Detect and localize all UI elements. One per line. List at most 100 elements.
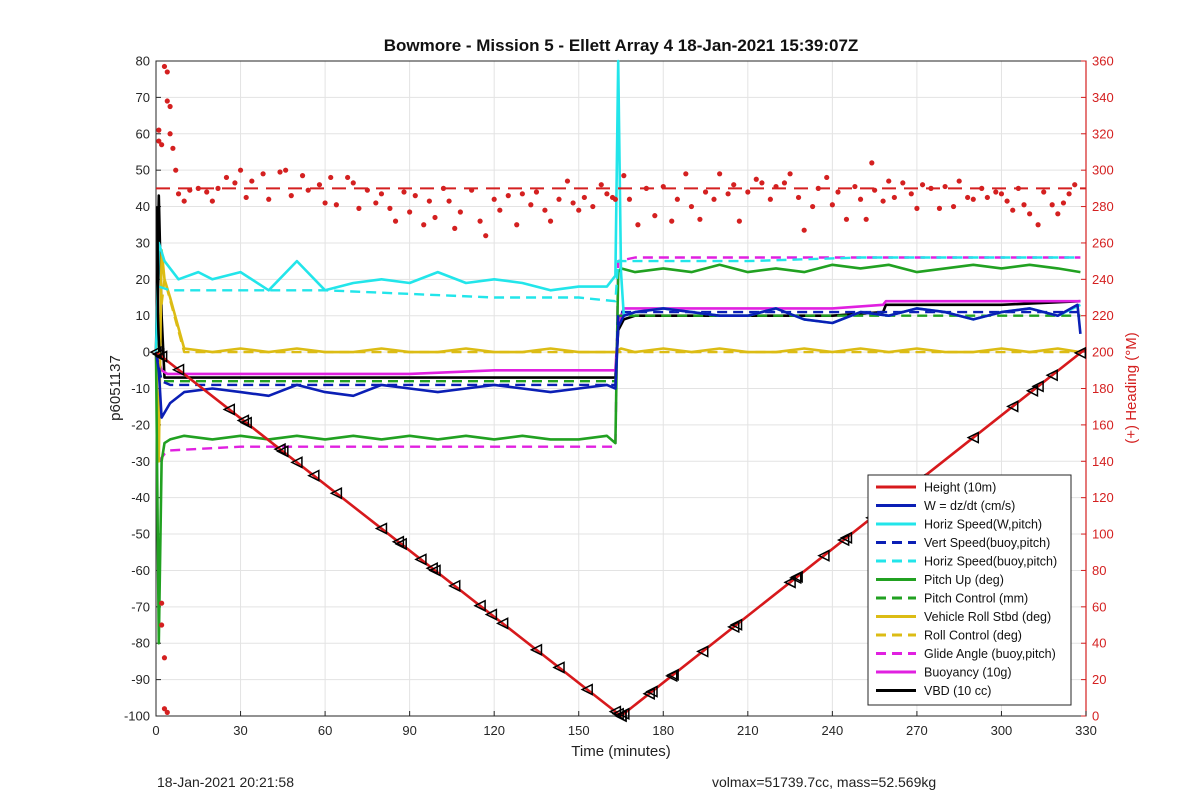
heading-point [928,185,934,191]
ascent-marker [817,549,830,562]
heading-point [564,178,571,184]
heading-point [745,189,751,195]
descent-marker [473,599,486,612]
heading-point [249,178,255,184]
heading-point [333,202,339,208]
legend-label-buoyancy-10g: Buoyancy (10g) [924,666,1012,680]
heading-point [401,189,407,195]
heading-point [1055,211,1061,217]
y-tick-label-left: -100 [124,709,150,724]
y-tick-label-left: -50 [131,527,150,542]
y-tick-label-right: 140 [1092,454,1114,469]
y-tick-label-right: 260 [1092,235,1114,250]
ascent-marker [966,431,980,444]
heading-point [1035,222,1041,228]
legend-label-pitch-up-deg: Pitch Up (deg) [924,573,1004,587]
heading-point [880,198,886,204]
heading-point [1021,202,1027,208]
series-horiz-speed-buoy-pitch [158,256,1081,303]
heading-point [167,103,173,110]
y-tick-label-right: 320 [1092,126,1114,141]
footer-mass-info: volmax=51739.7cc, mass=52.569kg [712,774,937,790]
heading-point [170,145,176,151]
heading-point [829,202,835,208]
heading-point [869,160,875,166]
y-tick-label-right: 120 [1092,490,1114,505]
heading-point [795,194,802,201]
descent-marker [276,445,289,458]
heading-point [159,142,165,148]
descent-marker [484,608,498,621]
y-tick-label-right: 0 [1092,709,1099,724]
heading-point [731,182,737,188]
series-pitch-control-mm [154,314,1081,383]
heading-point [187,187,193,193]
x-tick-label: 30 [233,723,247,738]
heading-point [432,214,438,221]
ascent-marker [1006,400,1019,413]
heading-point [660,183,666,190]
y-tick-label-right: 80 [1092,563,1106,578]
heading-point [412,193,418,199]
heading-point [232,180,238,186]
heading-point [161,655,168,661]
descent-marker [495,617,509,630]
heading-point [215,185,221,191]
heading-point [767,196,773,202]
heading-point [1027,211,1033,217]
heading-point [979,185,985,191]
ascent-marker [645,685,658,698]
heading-point [900,180,906,186]
heading-point [863,216,869,222]
heading-point [801,227,807,233]
descent-marker [428,564,441,577]
y-tick-label-right: 20 [1092,672,1106,687]
heading-point [590,203,596,210]
heading-point [316,182,323,188]
heading-point [942,183,948,190]
heading-point [175,191,182,197]
heading-point [736,218,742,224]
heading-point [674,196,680,202]
heading-point [956,178,962,184]
x-tick-label: 0 [152,723,159,738]
heading-point [835,189,841,195]
heading-point [277,169,283,175]
x-tick-label: 240 [822,723,844,738]
heading-point [288,193,294,199]
heading-point [570,200,576,206]
footer-timestamp: 18-Jan-2021 20:21:58 [157,774,294,790]
heading-point [528,202,534,208]
y-axis-label-left: p6051137 [107,355,124,421]
heading-point [581,194,587,201]
heading-point [950,203,957,210]
heading-point [886,178,892,184]
heading-point [514,222,520,228]
heading-point [891,194,897,201]
heading-point [243,194,249,201]
heading-point [322,200,328,206]
x-tick-label: 330 [1075,723,1097,738]
heading-point [156,127,162,133]
heading-point [156,138,162,144]
heading-point [753,176,759,182]
y-tick-label-right: 220 [1092,308,1114,323]
heading-point [173,167,179,173]
x-tick-label: 60 [318,723,332,738]
series-glide-angle-buoy-pitch [157,256,1081,463]
descent-marker [222,403,236,416]
heading-point [576,207,582,213]
heading-point [181,198,187,204]
heading-point [421,222,427,228]
heading-point [195,185,201,191]
descent-marker [290,456,303,469]
heading-point [843,216,850,222]
heading-point [283,167,289,173]
y-tick-label-left: 10 [136,308,150,323]
heading-point [266,196,272,202]
heading-point [872,187,878,193]
heading-point [643,185,649,191]
descent-marker [448,579,461,593]
y-tick-label-left: 0 [143,345,150,360]
